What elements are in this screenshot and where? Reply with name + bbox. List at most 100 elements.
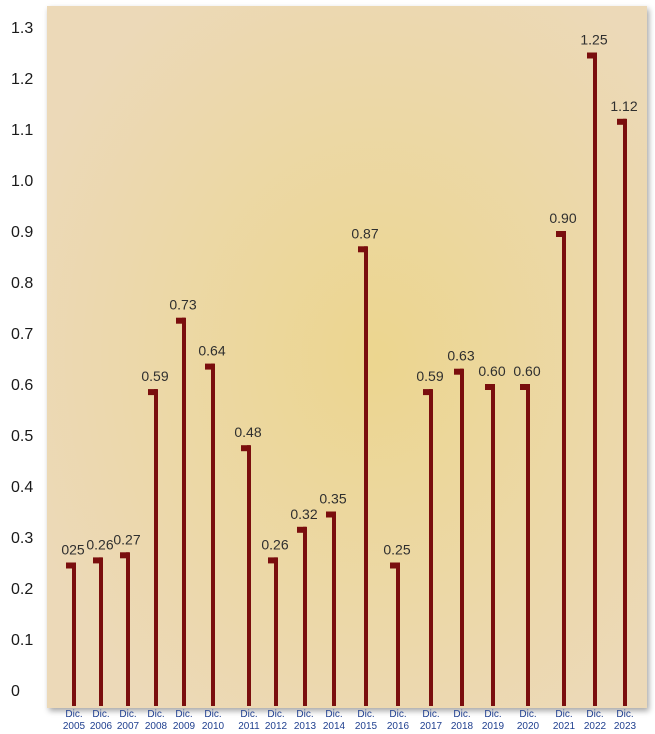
bar-cap [454,368,463,375]
bar [520,384,530,706]
bar-cap [120,552,129,559]
bar [297,526,307,706]
bar-stem [429,389,433,706]
x-category-line: Dic. [325,709,342,720]
x-category-line: Dic. [240,709,257,720]
bar [423,389,433,706]
x-category-label: Dic. 2017 [420,709,443,732]
bar [176,317,186,706]
x-category-line: Dic. [119,709,136,720]
data-label: 1.12 [610,98,637,114]
x-category-line: Dic. [65,709,82,720]
data-label: 0.25 [383,542,410,558]
bar-stem [72,562,76,706]
x-category-label: Dic. 2005 [63,709,86,732]
x-category-line: Dic. [555,709,572,720]
bar-stem [491,384,495,706]
y-axis: 0 0.1 0.2 0.3 0.4 0.5 0.6 0.7 0.8 0.9 1.0 1.1 1.2 1.3 [11,20,33,700]
bar-stem [211,363,215,706]
x-category-line: Dic. [453,709,470,720]
bar-cap [423,389,432,396]
bar-cap [390,562,399,569]
x-category-line: 2008 [145,721,168,732]
x-category-line: 2023 [614,721,637,732]
x-category-line: 2013 [294,721,317,732]
y-tick-label: 0.4 [11,479,33,496]
bar [205,363,215,706]
bar-stem [526,384,530,706]
bar-cap [587,52,596,59]
x-category-line: 2020 [517,721,540,732]
data-label: 1.25 [580,32,607,48]
x-category-line: 2021 [553,721,576,732]
y-tick-label: 1.3 [11,20,33,37]
bar [66,562,76,706]
x-category-line: Dic. [175,709,192,720]
bar [120,552,130,706]
bar [617,118,627,707]
data-label: 0.60 [478,363,505,379]
x-category-label: Dic. 2014 [323,709,346,732]
bar-stem [460,368,464,706]
bar-cap [617,118,626,125]
data-label: 025 [61,542,85,558]
y-tick-label: 1.1 [11,122,33,139]
bar-cap [326,511,335,518]
bar [556,231,566,706]
x-category-line: Dic. [616,709,633,720]
data-label: 0.26 [86,536,113,552]
data-label: 0.32 [290,506,317,522]
bar-stem [247,445,251,706]
x-category-label: Dic. 2016 [387,709,410,732]
x-category-label: Dic. 2019 [482,709,505,732]
data-label: 0.90 [549,210,576,226]
y-tick-label: 0.9 [11,224,33,241]
x-category-line: Dic. [357,709,374,720]
y-tick-label: 0.6 [11,377,33,394]
bar [358,246,368,707]
x-category-line: Dic. [389,709,406,720]
y-tick-label: 0.3 [11,530,33,547]
y-tick-label: 0.8 [11,275,33,292]
bar-stem [562,231,566,706]
bar-cap [520,384,529,390]
x-category-line: 2022 [584,721,607,732]
x-category-label: Dic. 2013 [294,709,317,732]
data-label: 0.64 [198,343,225,359]
bar [93,557,103,706]
bar-cap [358,246,367,253]
bar [268,557,278,706]
x-category-label: Dic. 2007 [117,709,140,732]
bar-cap [176,317,185,324]
bar [587,52,597,706]
y-tick-label: 1.0 [11,173,33,190]
bar [485,384,495,706]
x-category-line: Dic. [204,709,221,720]
x-category-label: Dic. 2012 [265,709,288,732]
bar-stem [364,246,368,707]
data-label: 0.59 [416,368,443,384]
x-category-label: Dic. 2021 [553,709,576,732]
bar-cap [148,389,157,396]
x-category-label: Dic. 2020 [517,709,540,732]
x-category-label: Dic. 2023 [614,709,637,732]
data-label: 0.63 [447,348,474,364]
bar-stem [274,557,278,706]
y-tick-label: 0.1 [11,632,33,649]
bar [390,562,400,706]
x-category-line: 2017 [420,721,443,732]
bar [148,389,158,706]
bar-stem [332,511,336,706]
bar-cap [485,384,494,390]
x-category-line: 2007 [117,721,140,732]
data-label: 0.27 [113,531,140,547]
x-category-line: 2018 [451,721,474,732]
data-label: 0.87 [351,225,378,241]
x-category-label: Dic. 2011 [238,709,260,732]
bar-stem [182,317,186,706]
bar-cap [66,562,75,569]
bar-cap [297,526,306,533]
x-category-line: Dic. [92,709,109,720]
